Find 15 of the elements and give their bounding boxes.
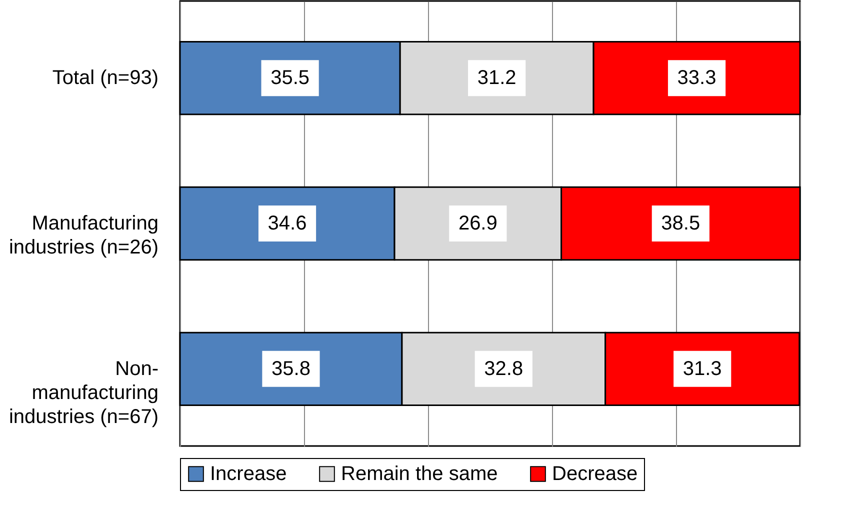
data-label: 26.9 xyxy=(458,212,498,234)
data-label: 31.3 xyxy=(682,358,722,380)
data-label: 34.6 xyxy=(268,212,307,234)
y-tick-label: Total (n=93) xyxy=(52,67,158,90)
data-label: 32.8 xyxy=(484,358,524,380)
data-label: 35.5 xyxy=(270,67,310,90)
data-label: 33.3 xyxy=(677,67,716,90)
legend-label: Decrease xyxy=(552,463,638,485)
data-label: 38.5 xyxy=(661,212,700,234)
y-tick-label: Manufacturing industries (n=26) xyxy=(8,212,158,258)
legend-label: Increase xyxy=(210,463,287,485)
legend-label: Remain the same xyxy=(341,463,498,485)
data-label: 31.2 xyxy=(477,67,516,90)
data-label: 35.8 xyxy=(272,358,310,380)
y-tick-label: Non-manufacturing industries (n=67) xyxy=(8,358,158,428)
